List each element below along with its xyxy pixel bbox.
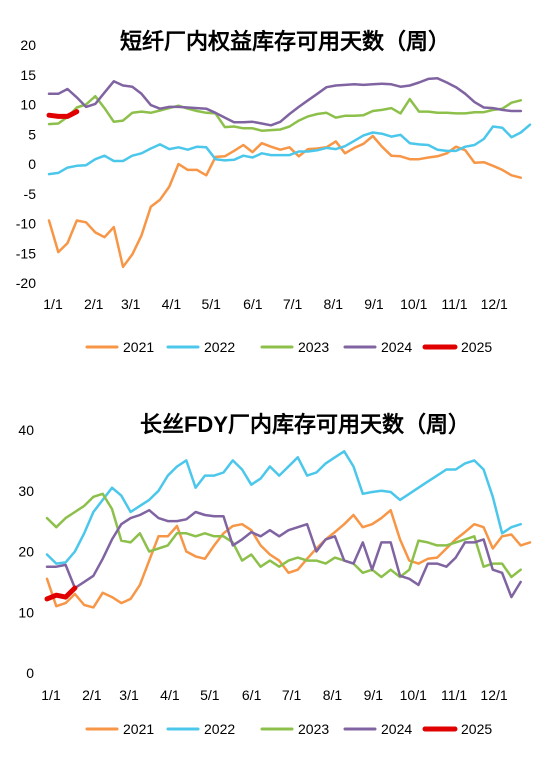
x-tick-label: 4/1 [160,687,180,703]
x-tick-label: 12/1 [480,687,507,703]
x-tick-label: 5/1 [201,296,221,312]
legend-label-2022: 2022 [204,721,235,737]
series-line-2025 [44,585,78,602]
x-tick-label: 6/1 [242,687,262,703]
y-tick-label: -20 [16,275,36,291]
x-tick-label: 7/1 [283,296,303,312]
series-line-2024 [45,508,522,599]
x-tick-label: 10/1 [400,296,427,312]
x-tick-label: 3/1 [119,687,139,703]
x-tick-label: 5/1 [200,687,220,703]
legend: 2021 2022 2023 2024 2025 [85,721,492,737]
series-line-2022 [45,450,522,565]
series-line-2023 [45,492,522,579]
y-tick-label: 30 [18,483,34,499]
x-tick-label: 8/1 [323,687,343,703]
y-tick-label: 40 [18,422,34,438]
legend-label-2023: 2023 [298,721,329,737]
series-line-2024 [47,77,523,127]
x-tick-label: 2/1 [84,296,104,312]
y-tick-label: 5 [28,126,36,142]
x-tick-label: 12/1 [481,296,508,312]
chart-1: 短纤厂内权益库存可用天数（周） 20 15 10 5 0 -5 -10 -15 -20 1/1 2/1… [16,29,532,355]
legend-label-2025: 2025 [461,721,492,737]
x-tick-label: 11/1 [441,296,467,312]
y-tick-label: 0 [28,156,36,172]
y-tick-label: 15 [20,67,36,83]
legend-label-2021: 2021 [123,339,154,355]
chart-2: 长丝FDY厂内库存可用天数（周） 40 30 20 10 0 1/1 2/1 3/1 4/1 5/1… [18,412,532,737]
x-tick-label: 1/1 [43,296,63,312]
x-tick-label: 9/1 [364,296,384,312]
x-tick-label: 2/1 [82,687,102,703]
legend: 2021 2022 2023 2024 2025 [85,339,492,355]
legend-label-2023: 2023 [298,339,329,355]
x-tick-label: 6/1 [243,296,263,312]
chart-title: 短纤厂内权益库存可用天数（周） [120,29,450,54]
legend-label-2024: 2024 [381,339,412,355]
y-tick-label: 20 [18,544,34,560]
y-tick-label: -5 [24,186,37,202]
y-tick-label: 10 [18,604,34,620]
x-tick-label: 11/1 [441,687,467,703]
legend-label-2021: 2021 [123,721,154,737]
y-tick-label: -10 [16,216,36,232]
x-tick-label: 4/1 [162,296,182,312]
x-tick-label: 10/1 [400,687,427,703]
series-line-2025 [46,109,80,119]
series-line-2021 [45,508,532,609]
legend-label-2024: 2024 [381,721,412,737]
x-tick-label: 7/1 [282,687,302,703]
y-tick-label: 10 [20,97,36,113]
series-line-2021 [47,134,523,269]
x-tick-label: 1/1 [41,687,61,703]
y-tick-label: 0 [26,665,34,681]
legend-label-2025: 2025 [461,339,492,355]
series-line-2023 [47,94,523,132]
x-tick-label: 3/1 [121,296,141,312]
y-tick-label: -15 [16,245,36,261]
chart-title: 长丝FDY厂内库存可用天数（周） [140,412,470,437]
legend-label-2022: 2022 [204,339,235,355]
y-tick-label: 20 [20,37,36,53]
series-line-2022 [47,123,532,176]
x-tick-label: 9/1 [364,687,384,703]
x-tick-label: 8/1 [324,296,344,312]
